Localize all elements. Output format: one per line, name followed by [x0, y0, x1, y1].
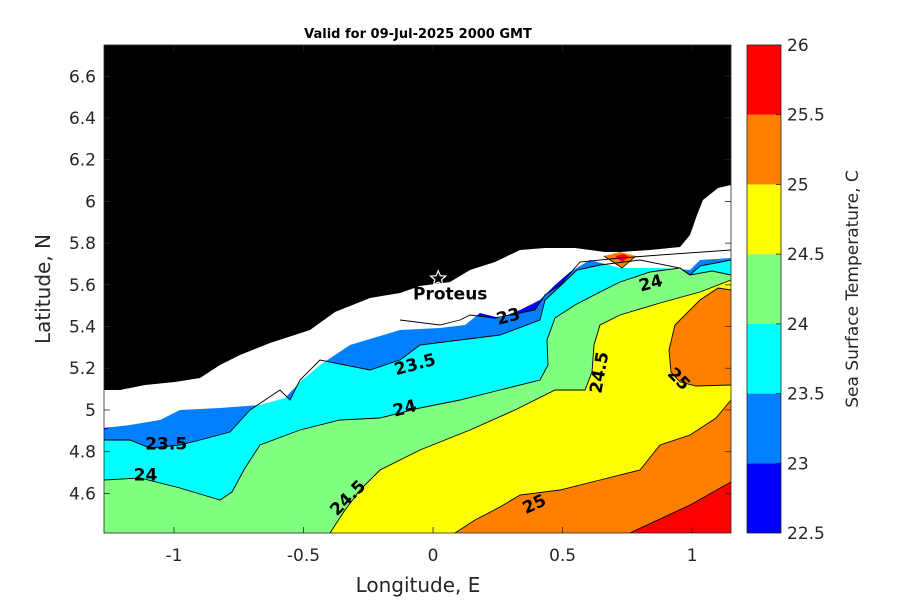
colorbar-segment [747, 114, 781, 185]
colorbar-tick-label: 25 [787, 175, 809, 195]
x-tick-label: 0 [428, 546, 439, 566]
x-tick-label: 1 [687, 546, 698, 566]
colorbar-segment [747, 323, 781, 394]
map-markers: Proteus [413, 268, 487, 305]
colorbar-tick-label: 22.5 [787, 524, 825, 544]
y-tick-label: 4.8 [69, 443, 96, 463]
colorbar-segment [747, 45, 781, 115]
contour-line-25-a [454, 399, 732, 534]
contour-line-25.5 [629, 481, 732, 534]
star-marker [429, 268, 448, 287]
contour-line-25-b [668, 287, 732, 387]
colorbar-tick-label: 25.5 [787, 106, 825, 126]
x-tick-label: 0.5 [549, 546, 576, 566]
plot-frame [103, 44, 732, 534]
y-tick-label: 5.4 [69, 318, 96, 338]
y-tick-label: 5 [85, 401, 96, 421]
contour-line-24.5 [329, 279, 732, 534]
colorbar-segment [747, 254, 781, 324]
colorbar-frame [746, 44, 782, 534]
contour-label: 23.5 [145, 434, 187, 454]
contour-line-23 [399, 249, 732, 326]
y-tick-label: 4.6 [69, 484, 96, 504]
x-axis-ticks: -1 -0.5 0 0.5 1 [165, 45, 698, 566]
colorbar-label: Sea Surface Temperature, C [843, 170, 863, 408]
contour-lines [103, 249, 732, 534]
marker-label: Proteus [413, 285, 487, 305]
land-region [104, 45, 731, 390]
colorbar-tick-label: 24.5 [787, 245, 825, 265]
y-tick-label: 6.2 [69, 151, 96, 171]
y-tick-label: 6.6 [69, 67, 96, 87]
contour-line-24 [103, 267, 732, 501]
y-axis-ticks: 4.6 4.8 5 5.2 5.4 5.6 5.8 6 6.2 6.4 6.6 [69, 67, 731, 504]
y-tick-label: 6 [85, 192, 96, 212]
x-axis-label: Longitude, E [356, 573, 481, 597]
contour-label: 24 [134, 466, 158, 486]
colorbar-segment [747, 463, 781, 533]
contour-line-23.5 [104, 259, 732, 449]
colorbar-segment [747, 393, 781, 464]
y-tick-label: 5.2 [69, 359, 96, 379]
x-tick-label: -1 [165, 546, 182, 566]
colorbar-tick-label: 23.5 [787, 385, 825, 405]
y-axis-label: Latitude, N [31, 234, 55, 344]
x-tick-label: -0.5 [287, 546, 320, 566]
colorbar-tick-label: 26 [787, 36, 809, 56]
chart-title: Valid for 09-Jul-2025 2000 GMT [304, 27, 532, 42]
y-tick-label: 5.6 [69, 276, 96, 296]
warm-spot-edge [603, 255, 637, 269]
y-tick-label: 5.8 [69, 234, 96, 254]
y-tick-label: 6.4 [69, 109, 96, 129]
colorbar: 22.5 23 23.5 24 24.5 25 25.5 26 [746, 36, 825, 544]
colorbar-tick-label: 23 [787, 454, 809, 474]
colorbar-tick-label: 24 [787, 315, 809, 335]
colorbar-segment [747, 184, 781, 255]
